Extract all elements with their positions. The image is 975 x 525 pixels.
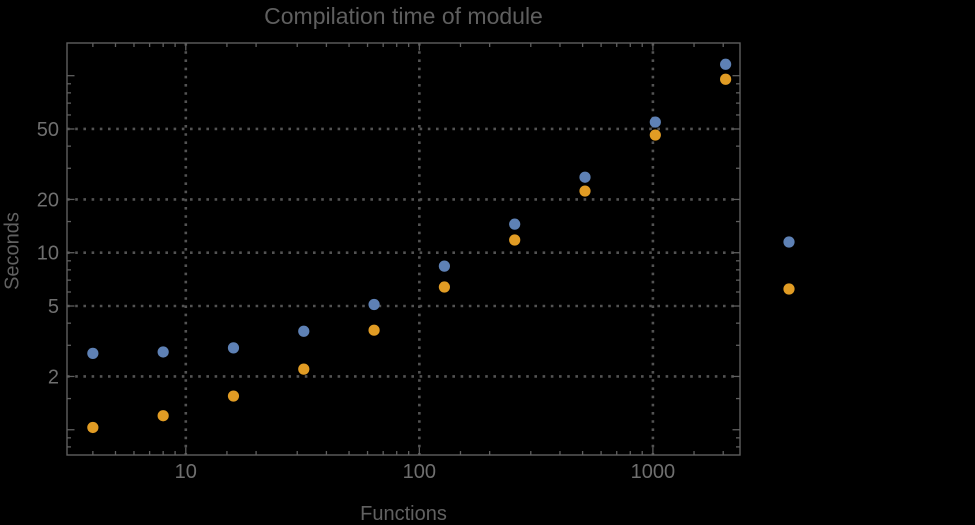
blue-series-point <box>87 347 99 359</box>
blue-series-point <box>509 218 521 230</box>
orange-series-point <box>298 363 310 375</box>
orange-series-point <box>227 390 240 402</box>
y-tick-label: 50 <box>37 119 59 141</box>
blue-series-point <box>720 58 732 70</box>
blue-legend-marker <box>783 236 795 248</box>
plot-frame <box>66 42 741 456</box>
x-tick-label: 1000 <box>631 461 676 483</box>
orange-series-point <box>438 281 450 293</box>
x-axis-label: Functions <box>360 503 447 525</box>
orange-series-point <box>368 324 380 336</box>
y-tick-label: 2 <box>48 366 59 388</box>
blue-series-point <box>227 342 240 354</box>
orange-series-point <box>720 73 732 85</box>
orange-series-point <box>87 421 99 434</box>
orange-series-point <box>157 410 169 422</box>
blue-series-point <box>649 116 661 128</box>
x-tick-label: 100 <box>403 461 436 483</box>
y-tick-label: 20 <box>37 189 59 211</box>
blue-series-point <box>368 298 380 311</box>
orange-series-point <box>649 129 661 141</box>
blue-series-point <box>298 325 310 337</box>
blue-series-point <box>438 260 450 272</box>
y-tick-label: 5 <box>48 296 59 318</box>
blue-series-point <box>579 171 591 183</box>
orange-legend-marker <box>783 283 795 295</box>
y-axis-label: Seconds <box>1 212 24 290</box>
chart-title: Compilation time of module <box>264 3 543 29</box>
y-tick-label: 10 <box>37 243 59 265</box>
x-tick-label: 10 <box>175 461 197 483</box>
orange-series-point <box>579 185 591 197</box>
blue-series-point <box>157 346 169 358</box>
orange-series-point <box>509 234 521 246</box>
